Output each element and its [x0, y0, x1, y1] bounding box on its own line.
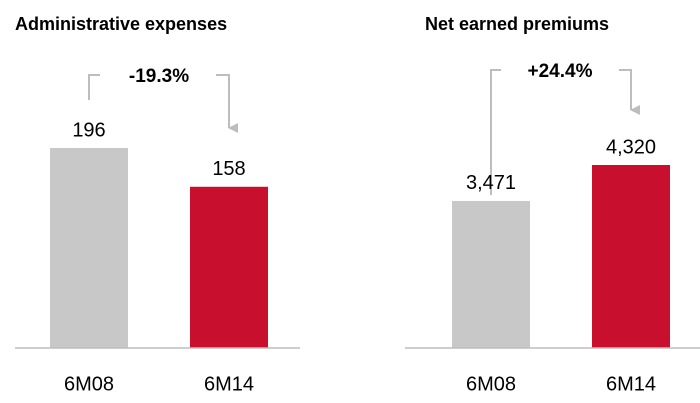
- bracket-arrow: [216, 74, 238, 133]
- bar: [190, 186, 268, 348]
- chart-title: Net earned premiums: [425, 14, 609, 34]
- bracket: [490, 69, 501, 195]
- chart-title: Administrative expenses: [15, 14, 227, 34]
- bar: [452, 200, 530, 348]
- bracket-arrow: [619, 69, 640, 115]
- bar: [50, 148, 128, 348]
- x-tick-label: 6M14: [204, 373, 254, 395]
- annotation: +24.4%: [528, 61, 593, 82]
- value-label: 3,471: [466, 172, 516, 194]
- value-label: 4,320: [606, 136, 656, 158]
- bar: [592, 165, 670, 348]
- x-tick-label: 6M14: [606, 373, 656, 395]
- value-label: 196: [72, 119, 105, 141]
- value-label: 158: [212, 158, 245, 180]
- x-tick-label: 6M08: [466, 373, 516, 395]
- annotation: -19.3%: [129, 66, 189, 87]
- bracket: [88, 74, 100, 100]
- x-tick-label: 6M08: [64, 373, 114, 395]
